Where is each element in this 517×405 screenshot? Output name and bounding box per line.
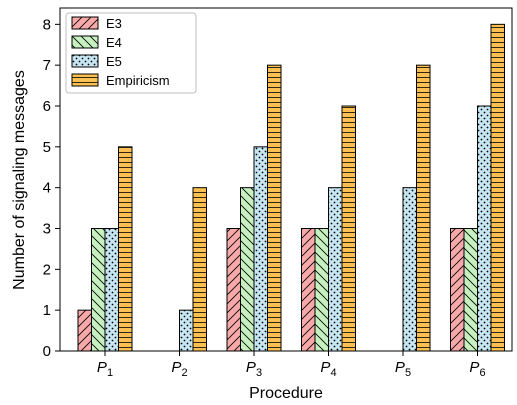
- bar-empiricism-1: [118, 146, 133, 352]
- legend-label: E5: [106, 54, 122, 69]
- x-axis-title: Procedure: [249, 385, 323, 402]
- y-ticks: 0 1 2 3 4 5 6 7 8: [43, 16, 60, 360]
- legend-swatch: [71, 73, 99, 87]
- legend-item-empiricism: Empiricism: [71, 73, 170, 88]
- bar-empiricism-3: [267, 64, 282, 352]
- bar-empiricism-2: [192, 187, 207, 352]
- bar-e3-1: [77, 309, 92, 352]
- legend-swatch: [71, 54, 99, 68]
- legend-swatch: [71, 35, 99, 49]
- x-tick-label: P5: [395, 359, 411, 379]
- legend-item-e5: E5: [71, 54, 122, 69]
- x-tick-label: P1: [97, 359, 113, 379]
- y-axis-title: Number of signaling messages: [11, 70, 28, 290]
- bar-e3-6: [450, 228, 465, 352]
- y-tick-label: 5: [43, 139, 51, 156]
- bar-e4-1: [91, 228, 106, 352]
- legend: E3 E4 E5 Empiricism: [65, 12, 197, 94]
- bar-e3-3: [226, 228, 241, 352]
- bar-e5-2: [179, 309, 194, 352]
- x-tick-label: P4: [320, 359, 336, 379]
- bar-e4-6: [463, 228, 478, 352]
- x-tick-label: P6: [469, 359, 485, 379]
- axes-layer: [59, 7, 513, 352]
- y-tick-label: 1: [43, 302, 51, 319]
- y-tick-label: 2: [43, 261, 51, 278]
- bar-e5-1: [104, 228, 119, 352]
- bars-layer: [77, 23, 505, 352]
- legend-label: Empiricism: [106, 73, 170, 88]
- y-tick-label: 7: [43, 57, 51, 74]
- y-tick-label: 6: [43, 98, 51, 115]
- legend-frame: [65, 12, 197, 94]
- legend-label: E3: [106, 16, 122, 31]
- y-tick-label: 3: [43, 221, 51, 238]
- x-tick-label: P3: [246, 359, 262, 379]
- legend-item-e3: E3: [71, 16, 122, 31]
- bar-e5-6: [477, 105, 492, 352]
- legend-swatch: [71, 16, 99, 30]
- y-tick-label: 4: [43, 180, 51, 197]
- plot-frame: [59, 7, 513, 352]
- y-tick-label: 0: [43, 343, 51, 360]
- bar-empiricism-5: [416, 64, 431, 352]
- bar-e4-4: [314, 228, 329, 352]
- bar-e3-4: [301, 228, 316, 352]
- bar-e5-5: [402, 187, 417, 352]
- legend-item-e4: E4: [71, 35, 122, 50]
- bar-e5-3: [253, 146, 268, 352]
- bar-e4-3: [240, 187, 255, 352]
- y-tick-label: 8: [43, 16, 51, 33]
- bar-empiricism-4: [341, 105, 356, 352]
- bar-empiricism-6: [490, 23, 505, 352]
- bar-e5-4: [328, 187, 343, 352]
- x-ticks: P1 P2 P3 P4 P5 P6: [97, 351, 486, 379]
- legend-label: E4: [106, 35, 122, 50]
- x-tick-label: P2: [171, 359, 187, 379]
